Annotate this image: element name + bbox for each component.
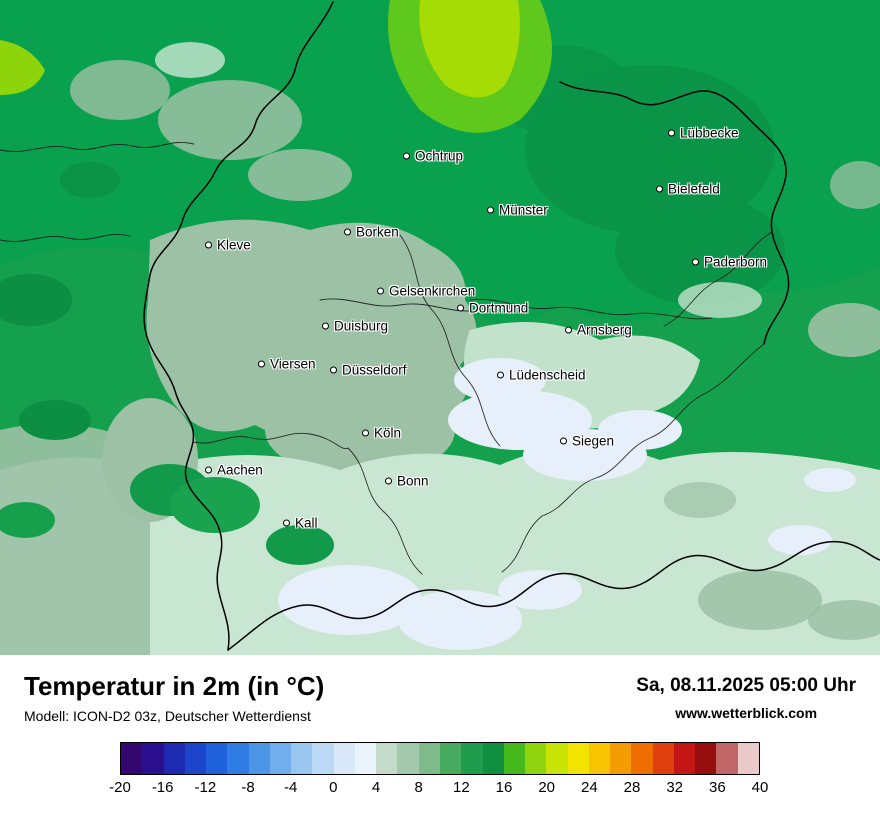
legend-color-segment [333, 743, 355, 774]
legend-color-segment [312, 743, 334, 774]
model-info: Modell: ICON-D2 03z, Deutscher Wetterdie… [24, 708, 311, 724]
legend-tick-label: 40 [751, 779, 769, 796]
legend-tick-label: 36 [708, 779, 726, 796]
legend-color-segment [291, 743, 313, 774]
legend-tick-label: 20 [538, 779, 555, 796]
temperature-map: Lübbecke Ochtrup Bielefeld Münster Borken Kle… [0, 0, 880, 655]
title-block: Temperatur in 2m (in °C) Modell: ICON-D2… [24, 671, 324, 724]
legend-color-segment [716, 743, 738, 774]
legend-color-segment [376, 743, 398, 774]
website-url: www.wetterblick.com [675, 705, 818, 721]
legend-color-segment [121, 743, 143, 774]
legend-color-segment [269, 743, 292, 774]
legend-tick-label: 28 [623, 779, 641, 796]
legend-tick-label: -12 [194, 779, 217, 796]
legend-color-segment [525, 743, 547, 774]
legend-color-segment [418, 743, 440, 774]
legend-color-segment [652, 743, 674, 774]
legend-tick-label: 16 [495, 779, 513, 796]
legend-color-segment [184, 743, 207, 774]
legend-color-segment [546, 743, 568, 774]
legend-tick-labels: -20 -16 -12 -8 -4 0 4 8 12 16 20 24 28 32 36 40 [109, 779, 768, 801]
legend-color-segment [142, 743, 164, 774]
temperature-legend: -20 -16 -12 -8 -4 0 4 8 12 16 20 24 28 32 36 40 [109, 742, 768, 801]
legend-color-bar [120, 742, 760, 775]
legend-color-segment [163, 743, 185, 774]
legend-tick-label: 4 [371, 779, 381, 796]
legend-tick-label: 0 [329, 779, 338, 796]
map-footer: Temperatur in 2m (in °C) Modell: ICON-D2… [0, 655, 880, 830]
legend-tick-label: 12 [452, 779, 470, 796]
datetime-block: Sa, 08.11.2025 05:00 Uhr www.wetterblick… [636, 675, 856, 721]
legend-color-segment [610, 743, 632, 774]
legend-color-segment [482, 743, 504, 774]
page-title: Temperatur in 2m (in °C) [24, 671, 325, 701]
legend-color-segment [397, 743, 419, 774]
valid-datetime: Sa, 08.11.2025 05:00 Uhr [636, 675, 856, 696]
legend-color-segment [461, 743, 483, 774]
legend-color-segment [567, 743, 589, 774]
legend-color-segment [695, 743, 717, 774]
legend-tick-label: 32 [666, 779, 683, 796]
legend-color-segment [503, 743, 526, 774]
legend-color-segment [227, 743, 249, 774]
legend-tick-label: -16 [151, 779, 174, 796]
legend-tick-label: -4 [283, 779, 298, 796]
legend-color-segment [248, 743, 270, 774]
legend-color-segment [673, 743, 696, 774]
legend-tick-label: 24 [580, 779, 598, 796]
legend-tick-label: 8 [414, 779, 423, 796]
legend-color-segment [354, 743, 377, 774]
legend-color-segment [588, 743, 611, 774]
temperature-map-svg [0, 0, 880, 655]
legend-tick-label: -8 [241, 779, 255, 796]
legend-color-segment [206, 743, 228, 774]
legend-color-segment [439, 743, 462, 774]
legend-tick-label: -20 [109, 779, 131, 796]
legend-color-segment [737, 743, 759, 774]
legend-color-segment [631, 743, 653, 774]
